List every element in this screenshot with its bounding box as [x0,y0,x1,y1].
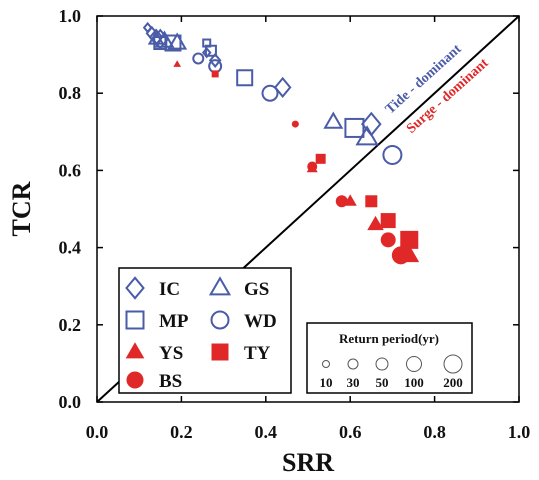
legend-marker-gs [208,276,232,296]
size-legend-circle [406,356,422,372]
series-legend: IC GS MP WD YS TY BS [118,267,292,394]
y-tick-label: 0.4 [59,238,82,258]
point-ic [208,52,222,68]
y-tick-label: 0.2 [59,315,82,335]
size-legend-circle [375,357,389,371]
point-gs [355,125,379,146]
point-wd [382,144,403,165]
point-mp [344,117,365,138]
point-mp [204,44,217,57]
legend-label-bs: BS [159,371,182,392]
x-tick-label: 0.4 [255,422,278,442]
point-ty [400,230,419,249]
y-axis-title: TCR [7,181,36,236]
legend-marker-ty [211,343,229,361]
y-tick-label: 0.8 [59,83,82,103]
point-ys [173,60,182,67]
size-legend-label: 50 [376,375,389,390]
point-ty [365,195,378,208]
point-ys [367,215,384,231]
point-wd [261,84,279,102]
point-mp [164,34,182,52]
point-bs [380,232,396,248]
legend-marker-ys [125,342,145,359]
size-legend-circle [322,360,330,368]
point-wd [192,52,205,65]
point-gs [323,111,344,129]
size-legend-label: 100 [404,375,424,390]
series-wd [192,52,403,165]
x-tick-label: 1.0 [508,422,531,442]
x-tick-label: 0.0 [86,422,109,442]
size-legend-label: 10 [320,375,333,390]
point-bs [335,195,348,208]
legend-label-ic: IC [159,279,180,300]
point-bs [307,161,318,172]
size-legend-label: 200 [443,375,463,390]
size-legend-box [306,322,473,394]
y-tick-label: 0.0 [59,392,82,412]
x-tick-label: 0.2 [170,422,193,442]
legend-label-mp: MP [159,311,189,332]
point-ty [315,153,326,164]
legend-marker-bs [126,371,144,389]
legend-marker-ic [125,276,145,300]
x-axis-title: SRR [282,448,334,475]
legend-marker-mp [125,310,145,330]
x-tick-label: 0.6 [339,422,362,442]
size-legend-circle [443,354,463,374]
series-mp [153,34,365,138]
point-ic [201,46,212,59]
point-ty [211,70,219,78]
legend-box [118,267,292,394]
point-mp [236,69,254,87]
size-legend-circle [347,358,359,370]
return-period-legend: Return period(yr) 10 30 50 100 200 [306,322,473,394]
legend-label-ys: YS [159,343,183,364]
plot-area-frame [96,15,520,403]
legend-label-ty: TY [244,343,271,364]
x-tick-label: 0.8 [423,422,446,442]
point-bs [391,246,410,265]
legend-marker-wd [210,310,230,330]
y-tick-label: 1.0 [59,6,82,26]
size-legend-title: Return period(yr) [339,331,439,346]
point-bs [291,120,299,128]
size-legend-label: 30 [347,375,360,390]
series-bs [291,120,410,265]
legend-label-wd: WD [244,311,277,332]
series-ty [211,70,419,249]
series-ys [173,60,420,263]
legend-label-gs: GS [244,279,269,300]
region-label-tide-dominant: Tide - dominant [383,42,465,118]
y-tick-label: 0.6 [59,160,82,180]
point-ty [380,213,396,229]
point-ic [273,76,292,98]
